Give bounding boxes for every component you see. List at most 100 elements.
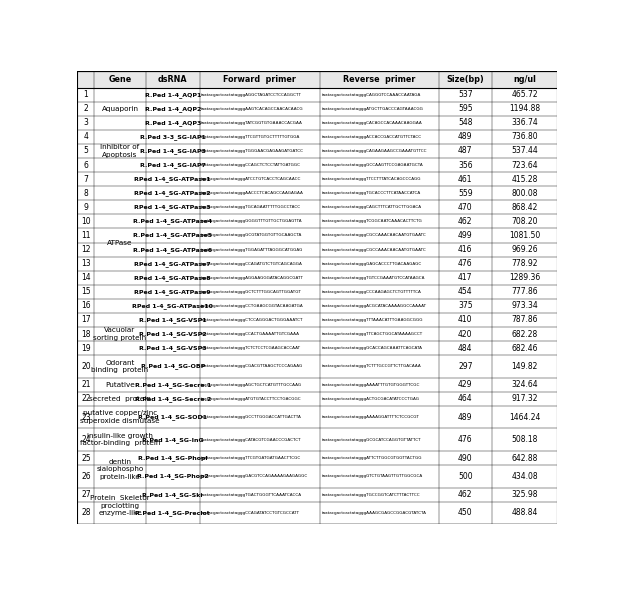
Text: 500: 500	[458, 472, 472, 481]
Text: 23: 23	[81, 413, 91, 422]
Text: 1289.36: 1289.36	[509, 273, 540, 282]
Text: 548: 548	[458, 118, 472, 127]
Text: R.Ped 1-4_SG-Ski: R.Ped 1-4_SG-Ski	[142, 492, 203, 498]
Text: 12: 12	[81, 245, 90, 254]
Text: R.Ped 1-4_SG-VSP2: R.Ped 1-4_SG-VSP2	[139, 331, 207, 337]
Text: 434.08: 434.08	[511, 472, 538, 481]
Text: taatacgactcactatagggAAAATTTGTGTGGGTTCGC: taatacgactcactatagggAAAATTTGTGTGGGTTCGC	[321, 383, 420, 387]
Text: taatacgactcactatagggGCCTTGGGACCATTGACTTA: taatacgactcactatagggGCCTTGGGACCATTGACTTA	[201, 415, 302, 419]
Text: taatacgactcactatagggCGCCAAACAACAATGTGAATC: taatacgactcactatagggCGCCAAACAACAATGTGAAT…	[321, 233, 426, 237]
Text: 10: 10	[81, 217, 91, 226]
Text: Inhibitor of
Apoptosis: Inhibitor of Apoptosis	[100, 144, 139, 158]
Text: R.Ped 3-3_SG-IAP1: R.Ped 3-3_SG-IAP1	[140, 134, 206, 140]
Text: 1194.88: 1194.88	[509, 104, 540, 113]
Text: 410: 410	[458, 316, 472, 325]
Text: R.Ped 1-4_AQP3: R.Ped 1-4_AQP3	[144, 120, 201, 126]
Text: dsRNA: dsRNA	[158, 75, 188, 84]
Text: 917.32: 917.32	[511, 395, 538, 403]
Text: R.Ped 1-4_AQP1: R.Ped 1-4_AQP1	[144, 92, 201, 98]
Text: 13: 13	[81, 259, 91, 268]
Text: RPed 1-4_SG-ATPase10: RPed 1-4_SG-ATPase10	[132, 303, 213, 309]
Text: taatacgactcactatagggCCACTGAAAATTGTCGAAA: taatacgactcactatagggCCACTGAAAATTGTCGAAA	[201, 332, 300, 336]
Text: taatacgactcactatagggCCAGCTCTCCTATTGATGGC: taatacgactcactatagggCCAGCTCTCCTATTGATGGC	[201, 163, 301, 167]
Text: 537: 537	[458, 90, 472, 99]
Text: 454: 454	[458, 287, 472, 296]
Text: 778.92: 778.92	[511, 259, 538, 268]
Text: taatacgactcactatagggTGCAGAATTTTTGGCCTACC: taatacgactcactatagggTGCAGAATTTTTGGCCTACC	[201, 206, 301, 209]
Text: taatacgactcactatagggGCGTATGGTGTTGCAAGCTA: taatacgactcactatagggGCGTATGGTGTTGCAAGCTA	[201, 233, 303, 237]
Text: taatacgactcactatagggTGCCGGTCATCTTTACTTCC: taatacgactcactatagggTGCCGGTCATCTTTACTTCC	[321, 492, 420, 497]
Text: R.Ped 1-4_SG-Secre.1: R.Ped 1-4_SG-Secre.1	[134, 382, 211, 388]
Text: taatacgactcactatagggCAGCTTTCATTGCTTGGACA: taatacgactcactatagggCAGCTTTCATTGCTTGGACA	[321, 206, 422, 209]
Text: Size(bp): Size(bp)	[446, 75, 484, 84]
Text: R.Ped 1-4_SG-SOD1: R.Ped 1-4_SG-SOD1	[138, 414, 207, 420]
Text: taatacgactcactatagggTTCAGCTGGCATAAAAGCCT: taatacgactcactatagggTTCAGCTGGCATAAAAGCCT	[321, 332, 423, 336]
Text: 1464.24: 1464.24	[509, 413, 540, 422]
Text: taatacgactcactatagggGCTCTTTGGCAGTTGGATGT: taatacgactcactatagggGCTCTTTGGCAGTTGGATGT	[201, 290, 302, 294]
Text: 429: 429	[458, 380, 472, 389]
Text: 787.86: 787.86	[511, 316, 538, 325]
Text: taatacgactcactatagggTCGGCAATCAAACACTTCTG: taatacgactcactatagggTCGGCAATCAAACACTTCTG	[321, 220, 422, 223]
Text: taatacgactcactatagggCCCAAGAGCTCTGTTTTTCA: taatacgactcactatagggCCCAAGAGCTCTGTTTTTCA	[321, 290, 422, 294]
Text: 19: 19	[81, 343, 91, 353]
Text: taatacgactcactatagggTCTTTGCCGTTCTTGACAAA: taatacgactcactatagggTCTTTGCCGTTCTTGACAAA	[321, 365, 422, 369]
Text: taatacgactcactatagggGAGCACCCTTGACAAGAGC: taatacgactcactatagggGAGCACCCTTGACAAGAGC	[321, 262, 422, 266]
Text: Aquaporin: Aquaporin	[102, 106, 139, 112]
Text: 462: 462	[458, 490, 472, 499]
Text: 508.18: 508.18	[511, 435, 538, 444]
Text: taatacgactcactatagggCAGAAGAAGCCGAAATGTTCC: taatacgactcactatagggCAGAAGAAGCCGAAATGTTC…	[321, 149, 427, 153]
Text: R.Ped 1-4_SG-Phopl: R.Ped 1-4_SG-Phopl	[138, 455, 207, 461]
Text: 297: 297	[458, 362, 472, 371]
Text: taatacgactcactatagggACTGCGACATATCCCTGAG: taatacgactcactatagggACTGCGACATATCCCTGAG	[321, 397, 420, 401]
Text: 21: 21	[81, 380, 90, 389]
Text: taatacgactcactatagggTTTAAACATTTGAAGGCGGG: taatacgactcactatagggTTTAAACATTTGAAGGCGGG	[321, 318, 423, 322]
Text: R.Ped 1-4_SG-ATPase4: R.Ped 1-4_SG-ATPase4	[133, 219, 212, 224]
Text: 3: 3	[84, 118, 89, 127]
Text: taatacgactcactatagggCGACGTTAAGCTCCCAGAAG: taatacgactcactatagggCGACGTTAAGCTCCCAGAAG	[201, 365, 304, 369]
Text: taatacgactcactatagggGACGTCCAGAAAAGAAGAGGC: taatacgactcactatagggGACGTCCAGAAAAGAAGAGG…	[201, 474, 309, 478]
Text: taatacgactcactatagggACGCATACAAAAGGCCAAAAT: taatacgactcactatagggACGCATACAAAAGGCCAAAA…	[321, 304, 426, 308]
Text: 15: 15	[81, 287, 91, 296]
Text: 5: 5	[84, 147, 89, 155]
Text: Reverse  primer: Reverse primer	[343, 75, 415, 84]
Text: 682.28: 682.28	[511, 330, 538, 339]
Text: Gene: Gene	[108, 75, 132, 84]
Text: taatacgactcactatagggCCAGATATCCTGTCGCCATT: taatacgactcactatagggCCAGATATCCTGTCGCCATT	[201, 511, 300, 515]
Text: taatacgactcactatagggAGGAAGGGATACAGGCGATT: taatacgactcactatagggAGGAAGGGATACAGGCGATT	[201, 276, 305, 280]
Text: 595: 595	[458, 104, 472, 113]
Text: taatacgactcactatagggGTCTGTAAGTTGTTGGCGCA: taatacgactcactatagggGTCTGTAAGTTGTTGGCGCA	[321, 474, 423, 478]
Text: R.Ped 1-4_SG-IAP3: R.Ped 1-4_SG-IAP3	[140, 148, 206, 154]
Text: taatacgactcactatagggCCAGATGTCTGTCAGCAGGA: taatacgactcactatagggCCAGATGTCTGTCAGCAGGA	[201, 262, 303, 266]
Text: 8: 8	[84, 188, 89, 198]
Text: Forward  primer: Forward primer	[223, 75, 297, 84]
Text: dentin
sialophospho
protein-like: dentin sialophospho protein-like	[97, 459, 144, 480]
Text: RPed 1-4_SG-ATPase2: RPed 1-4_SG-ATPase2	[134, 190, 211, 196]
Text: 416: 416	[458, 245, 472, 254]
Text: 969.26: 969.26	[511, 245, 538, 254]
Text: 20: 20	[81, 362, 91, 371]
Text: 559: 559	[458, 188, 472, 198]
Text: taatacgactcactatagggTTCGTGATGATGAACTTCGC: taatacgactcactatagggTTCGTGATGATGAACTTCGC	[201, 456, 301, 460]
Text: 868.42: 868.42	[511, 203, 538, 212]
Text: taatacgactcactatagggGGGGTTTGTTGCTGGAGTTA: taatacgactcactatagggGGGGTTTGTTGCTGGAGTTA	[201, 220, 303, 223]
Text: R.Ped 1-4_SG-VSP1: R.Ped 1-4_SG-VSP1	[139, 317, 207, 323]
Text: secreted  protein: secreted protein	[89, 396, 151, 402]
Text: 7: 7	[84, 175, 89, 184]
Text: 973.34: 973.34	[511, 302, 538, 310]
Text: 461: 461	[458, 175, 472, 184]
Text: RPed 1-4_SG-ATPase1: RPed 1-4_SG-ATPase1	[134, 176, 211, 182]
Text: putative copper/zinc
superoxide dismutase: putative copper/zinc superoxide dismutas…	[80, 411, 160, 424]
Text: R.Ped 1-4_AQP2: R.Ped 1-4_AQP2	[144, 106, 201, 112]
Text: 499: 499	[458, 231, 472, 240]
Text: 1: 1	[84, 90, 89, 99]
Text: 4: 4	[84, 133, 89, 141]
Text: taatacgactcactatagggTGACTGGGTTCAAATCACCA: taatacgactcactatagggTGACTGGGTTCAAATCACCA	[201, 492, 303, 497]
Text: 415.28: 415.28	[511, 175, 538, 184]
Text: taatacgactcactatagggCTCCAGGGACTGGGAAATCT: taatacgactcactatagggCTCCAGGGACTGGGAAATCT	[201, 318, 304, 322]
Text: 537.44: 537.44	[511, 147, 538, 155]
Text: taatacgactcactatagggTGGGAACGAGAAGATGATCC: taatacgactcactatagggTGGGAACGAGAAGATGATCC	[201, 149, 305, 153]
Text: taatacgactcactatagggTCTCTCCTCGAAGCACCAAT: taatacgactcactatagggTCTCTCCTCGAAGCACCAAT	[201, 346, 301, 350]
Text: ng/ul: ng/ul	[513, 75, 536, 84]
Text: 489: 489	[458, 413, 472, 422]
Text: taatacgactcactatagggAAGTCACAGCCAACACAACG: taatacgactcactatagggAAGTCACAGCCAACACAACG	[201, 107, 304, 111]
